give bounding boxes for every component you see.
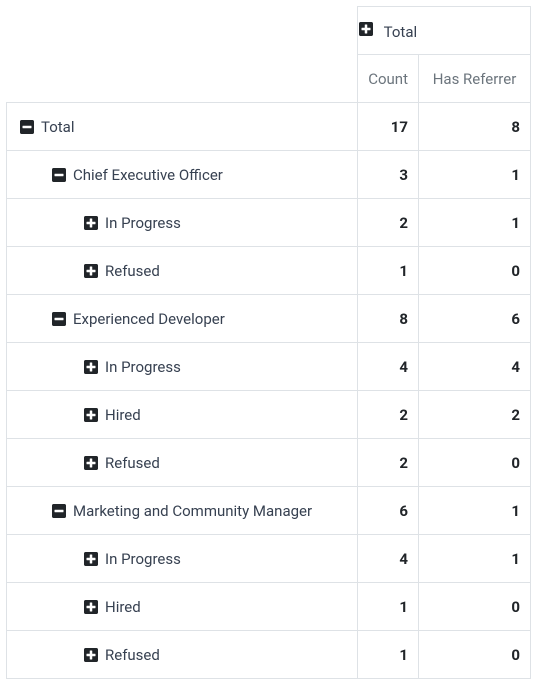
row-label: In Progress: [105, 358, 181, 376]
plus-icon[interactable]: [83, 551, 99, 567]
col-has-referrer[interactable]: Has Referrer: [419, 55, 531, 103]
plus-icon[interactable]: [83, 215, 99, 231]
cell-has-referrer: 0: [419, 631, 531, 679]
table-row: Experienced Developer 86: [7, 295, 531, 343]
row-header[interactable]: Refused: [7, 247, 358, 295]
col-group-total[interactable]: Total: [358, 7, 531, 55]
cell-count: 2: [358, 199, 419, 247]
cell-count: 2: [358, 439, 419, 487]
row-header[interactable]: Total: [7, 103, 358, 151]
row-header[interactable]: In Progress: [7, 343, 358, 391]
row-label: In Progress: [105, 550, 181, 568]
row-label: In Progress: [105, 214, 181, 232]
plus-icon[interactable]: [83, 647, 99, 663]
cell-has-referrer: 0: [419, 247, 531, 295]
row-label: Refused: [105, 262, 160, 280]
table-row: Hired 10: [7, 583, 531, 631]
plus-icon[interactable]: [83, 599, 99, 615]
table-row: Refused 10: [7, 631, 531, 679]
cell-count: 1: [358, 247, 419, 295]
plus-icon[interactable]: [83, 407, 99, 423]
row-header[interactable]: Refused: [7, 439, 358, 487]
cell-has-referrer: 1: [419, 487, 531, 535]
row-header[interactable]: Refused: [7, 631, 358, 679]
cell-has-referrer: 1: [419, 535, 531, 583]
row-header[interactable]: In Progress: [7, 199, 358, 247]
minus-icon[interactable]: [19, 119, 35, 135]
cell-count: 4: [358, 343, 419, 391]
cell-has-referrer: 0: [419, 583, 531, 631]
cell-count: 6: [358, 487, 419, 535]
table-row: Marketing and Community Manager 61: [7, 487, 531, 535]
cell-count: 2: [358, 391, 419, 439]
row-label: Experienced Developer: [73, 310, 225, 328]
cell-has-referrer: 2: [419, 391, 531, 439]
cell-count: 1: [358, 583, 419, 631]
table-row: Chief Executive Officer 31: [7, 151, 531, 199]
minus-icon[interactable]: [51, 167, 67, 183]
row-header[interactable]: In Progress: [7, 535, 358, 583]
row-label: Chief Executive Officer: [73, 166, 223, 184]
row-header[interactable]: Hired: [7, 583, 358, 631]
minus-icon[interactable]: [51, 503, 67, 519]
plus-icon[interactable]: [83, 359, 99, 375]
cell-count: 8: [358, 295, 419, 343]
row-label: Refused: [105, 454, 160, 472]
col-count[interactable]: Count: [358, 55, 419, 103]
table-row: Refused 20: [7, 439, 531, 487]
plus-icon[interactable]: [358, 21, 374, 37]
table-row: Refused 10: [7, 247, 531, 295]
plus-icon[interactable]: [83, 455, 99, 471]
cell-has-referrer: 8: [419, 103, 531, 151]
pivot-table: Total Count Has Referrer Total178Chief E…: [6, 6, 531, 679]
row-label: Hired: [105, 406, 141, 424]
cell-has-referrer: 1: [419, 199, 531, 247]
empty-corner: [7, 7, 358, 55]
row-label: Marketing and Community Manager: [73, 502, 312, 520]
cell-has-referrer: 1: [419, 151, 531, 199]
row-label: Refused: [105, 646, 160, 664]
table-row: In Progress 41: [7, 535, 531, 583]
table-row: In Progress 44: [7, 343, 531, 391]
cell-count: 1: [358, 631, 419, 679]
table-row: Total 178: [7, 103, 531, 151]
empty-corner: [7, 55, 358, 103]
row-label: Hired: [105, 598, 141, 616]
row-header[interactable]: Chief Executive Officer: [7, 151, 358, 199]
row-header[interactable]: Experienced Developer: [7, 295, 358, 343]
row-header[interactable]: Marketing and Community Manager: [7, 487, 358, 535]
cell-count: 4: [358, 535, 419, 583]
row-header[interactable]: Hired: [7, 391, 358, 439]
cell-has-referrer: 6: [419, 295, 531, 343]
col-group-label: Total: [384, 23, 418, 41]
plus-icon[interactable]: [83, 263, 99, 279]
cell-has-referrer: 4: [419, 343, 531, 391]
cell-has-referrer: 0: [419, 439, 531, 487]
table-row: Hired 22: [7, 391, 531, 439]
cell-count: 3: [358, 151, 419, 199]
cell-count: 17: [358, 103, 419, 151]
minus-icon[interactable]: [51, 311, 67, 327]
row-label: Total: [41, 118, 75, 136]
table-row: In Progress 21: [7, 199, 531, 247]
